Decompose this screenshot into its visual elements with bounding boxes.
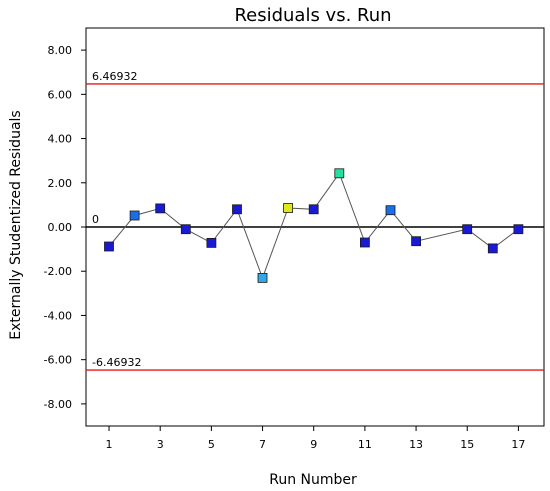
- data-point-run-7: [257, 272, 268, 283]
- y-tick-label-2: 4.00: [48, 133, 73, 146]
- x-axis-title: Run Number: [269, 472, 357, 488]
- y-tick-label-6: -4.00: [44, 309, 72, 322]
- x-tick-label-3: 7: [259, 438, 266, 451]
- x-tick-label-7: 15: [460, 438, 474, 451]
- axis-ticks-layer: 8.00 6.00 4.00 2.00 0.00 -2.00 -4.00 -6.00 -8.00…: [44, 44, 526, 451]
- data-point-run-3: [155, 203, 166, 214]
- y-tick-label-5: -2.00: [44, 265, 72, 278]
- y-axis-title: Externally Studentized Residuals: [8, 110, 24, 339]
- data-point-run-15: [462, 224, 473, 235]
- reference-line-label-0: 6.46932: [92, 70, 138, 83]
- x-tick-label-6: 13: [409, 438, 423, 451]
- x-tick-label-4: 9: [310, 438, 317, 451]
- reference-line-label-2: -6.46932: [92, 356, 141, 369]
- data-point-run-10: [334, 168, 345, 179]
- x-tick-label-2: 5: [208, 438, 215, 451]
- data-point-run-9: [308, 204, 319, 215]
- data-point-run-5: [206, 237, 217, 248]
- data-point-run-13: [411, 236, 422, 247]
- series-line-0: [108, 172, 519, 280]
- reference-line-label-1: 0: [92, 213, 99, 226]
- x-tick-label-1: 3: [157, 438, 164, 451]
- y-tick-label-8: -8.00: [44, 398, 72, 411]
- reference-lines-layer: 6.46932 0 -6.46932: [86, 70, 544, 371]
- x-tick-label-8: 17: [511, 438, 525, 451]
- y-tick-label-4: 0.00: [48, 221, 73, 234]
- x-tick-label-5: 11: [358, 438, 372, 451]
- data-point-run-1: [104, 241, 114, 252]
- data-point-run-17: [513, 224, 524, 235]
- series-layer: [104, 168, 524, 283]
- data-point-run-12: [385, 205, 396, 216]
- chart-title: Residuals vs. Run: [234, 5, 391, 26]
- data-point-run-8: [283, 203, 294, 213]
- data-point-run-2: [129, 210, 140, 221]
- data-point-run-6: [232, 204, 242, 215]
- y-tick-label-7: -6.00: [44, 354, 72, 367]
- data-point-run-11: [359, 237, 370, 248]
- y-tick-label-1: 6.00: [48, 88, 73, 101]
- y-tick-label-0: 8.00: [48, 44, 73, 57]
- y-tick-label-3: 2.00: [48, 177, 73, 190]
- data-point-run-16: [487, 243, 498, 254]
- data-point-run-4: [180, 224, 191, 235]
- x-tick-label-0: 1: [106, 438, 113, 451]
